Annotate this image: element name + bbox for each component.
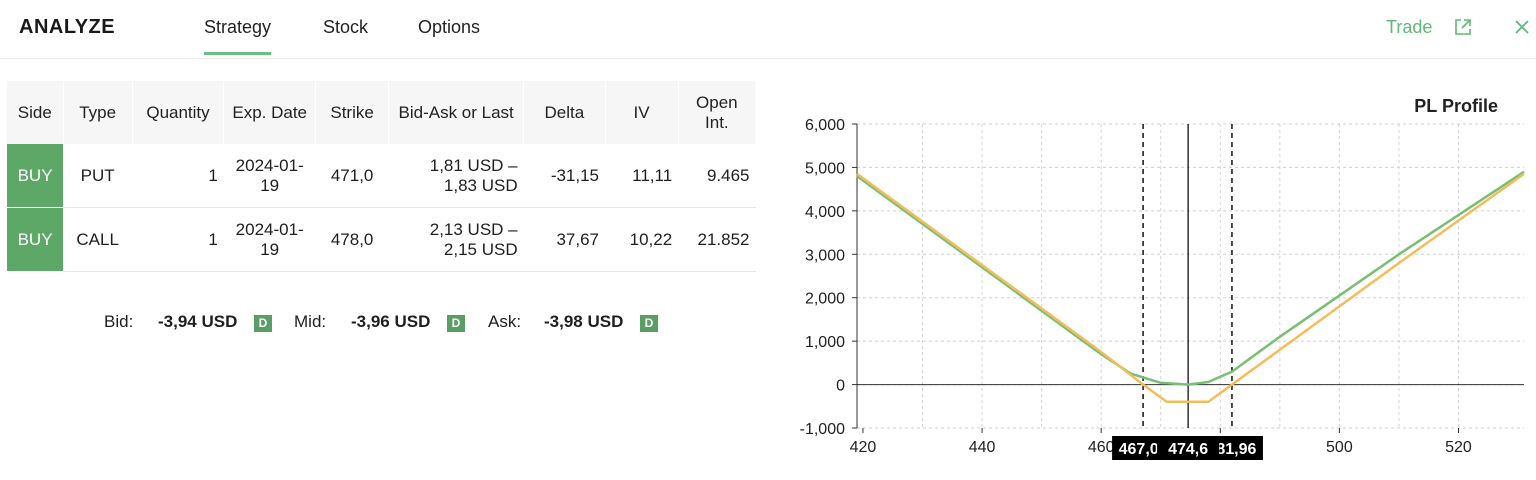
- y-tick-label: 4,000: [805, 204, 845, 221]
- top-bar: ANALYZE Strategy Stock Options Trade: [0, 0, 1536, 59]
- ask-d-badge: D: [640, 315, 658, 332]
- column-header-iv: IV: [605, 81, 679, 144]
- mid-d-badge: D: [447, 315, 465, 332]
- leg-iv: 10,22: [605, 207, 679, 272]
- app-title: ANALYZE: [19, 16, 116, 38]
- x-tick-label: 440: [969, 439, 996, 456]
- chart-title: PL Profile: [1414, 96, 1498, 116]
- leg-exp-date: 2024-01-19: [223, 207, 316, 272]
- leg-exp-date: 2024-01-19: [223, 144, 316, 208]
- side-buy-button[interactable]: BUY: [7, 144, 64, 208]
- column-header-quantity: Quantity: [132, 81, 225, 144]
- leg-delta: -31,15: [523, 144, 606, 208]
- marker-label: 474,6: [1168, 441, 1208, 458]
- strategy-legs-table: Side Type Quantity Exp. Date Strike Bid-…: [7, 81, 757, 272]
- marker-label: 467,04: [1119, 441, 1168, 458]
- pl-line-expiry: [856, 172, 1525, 404]
- leg-strike: 471,0: [315, 144, 389, 208]
- y-tick-label: 0: [836, 378, 845, 395]
- leg-bid-ask: 1,81 USD – 1,83 USD: [388, 144, 524, 208]
- tab-stock[interactable]: Stock: [323, 17, 369, 37]
- leg-quantity: 1: [132, 207, 224, 272]
- ask-value: -3,98 USD: [544, 312, 624, 331]
- leg-delta: 37,67: [523, 207, 606, 272]
- x-tick-label: 460: [1088, 439, 1115, 456]
- column-header-type: Type: [63, 81, 133, 144]
- close-icon[interactable]: [1512, 17, 1532, 37]
- marker-label: 481,96: [1207, 441, 1256, 458]
- leg-open-int: 21.852: [678, 207, 756, 272]
- tab-options[interactable]: Options: [418, 17, 481, 37]
- pl-line-today: [856, 170, 1525, 386]
- leg-type: CALL: [63, 207, 133, 272]
- leg-strike: 478,0: [315, 207, 389, 272]
- column-header-delta: Delta: [523, 81, 606, 144]
- leg-quantity: 1: [132, 144, 224, 208]
- table-row: BUY CALL 1 2024-01-19 478,0 2,13 USD – 2…: [7, 207, 756, 272]
- leg-open-int: 9.465: [678, 144, 756, 208]
- pl-profile-chart[interactable]: PL Profile -1,000 0 1,000 2,000 3,000 4,000 5,0…: [780, 80, 1536, 470]
- y-tick-label: 6,000: [805, 117, 845, 134]
- table-row: BUY PUT 1 2024-01-19 471,0 1,81 USD – 1,…: [7, 144, 756, 208]
- column-header-exp-date: Exp. Date: [223, 81, 317, 144]
- leg-iv: 11,11: [605, 144, 679, 208]
- table-header-row: Side Type Quantity Exp. Date Strike Bid-…: [7, 81, 757, 144]
- mid-value: -3,96 USD: [351, 312, 431, 331]
- column-header-strike: Strike: [315, 81, 390, 144]
- leg-type: PUT: [63, 144, 133, 208]
- bid-label: Bid:: [104, 312, 134, 331]
- x-tick-label: 520: [1445, 439, 1472, 456]
- side-buy-button[interactable]: BUY: [7, 207, 64, 272]
- x-tick-label: 420: [850, 439, 877, 456]
- y-tick-label: 3,000: [805, 247, 845, 264]
- marker-label-box: [1157, 436, 1220, 460]
- bid-d-badge: D: [254, 315, 272, 332]
- y-tick-label: 1,000: [805, 334, 845, 351]
- trade-link[interactable]: Trade: [1386, 17, 1433, 37]
- tab-strategy[interactable]: Strategy: [204, 17, 272, 55]
- bid-value: -3,94 USD: [158, 312, 238, 331]
- y-tick-label: 2,000: [805, 291, 845, 308]
- column-header-bid-ask: Bid-Ask or Last: [388, 81, 525, 144]
- ask-label: Ask:: [488, 312, 522, 331]
- y-tick-label: -1,000: [800, 421, 845, 438]
- mid-label: Mid:: [294, 312, 327, 331]
- external-link-icon[interactable]: [1453, 17, 1473, 37]
- column-header-side: Side: [7, 81, 64, 144]
- column-header-open-int: Open Int.: [678, 81, 757, 144]
- x-tick-label: 500: [1326, 439, 1353, 456]
- y-tick-label: 5,000: [805, 160, 845, 177]
- leg-bid-ask: 2,13 USD – 2,15 USD: [388, 207, 524, 272]
